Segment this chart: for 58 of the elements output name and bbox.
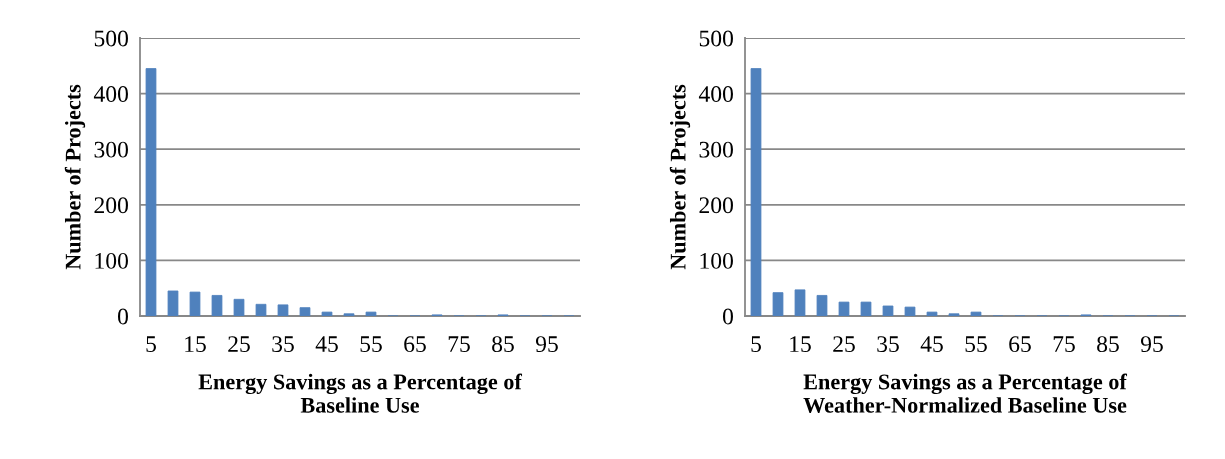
bar [816, 295, 828, 316]
bar [904, 306, 916, 316]
x-tick-label: 15 [185, 336, 206, 353]
y-tick-label: 0 [117, 308, 128, 325]
bar [970, 311, 982, 316]
bar [948, 313, 960, 316]
bar [882, 305, 894, 316]
bar [926, 311, 938, 316]
x-tick-label: 35 [272, 336, 294, 353]
x-tick-label: 55 [360, 336, 382, 353]
x-tick-label: 45 [920, 336, 943, 353]
y-tick-label: 200 [94, 197, 128, 214]
bar [145, 68, 157, 316]
y-tick-label: 0 [722, 308, 733, 325]
bar [189, 291, 201, 316]
x-tick-label: 65 [404, 336, 426, 353]
y-tick-label: 300 [699, 141, 733, 158]
x-tick-label: 15 [790, 336, 811, 353]
bar [233, 298, 245, 316]
bar [299, 307, 311, 316]
bar [277, 304, 289, 316]
x-tick-label: 5 [751, 336, 761, 353]
y-tick-label: 300 [94, 141, 128, 158]
bar [772, 292, 784, 316]
y-axis-title: Number of Projects [669, 84, 691, 270]
y-tick-label: 500 [94, 30, 128, 47]
x-tick-label: 85 [1097, 336, 1119, 353]
x-tick-label: 5 [146, 336, 156, 353]
bar [750, 68, 762, 316]
x-tick-label: 55 [965, 336, 987, 353]
y-axis-title: Number of Projects [64, 84, 86, 270]
x-tick-label: 95 [535, 336, 558, 353]
y-tick-label: 400 [93, 86, 128, 103]
bar [838, 301, 850, 316]
x-tick-label: 35 [877, 336, 899, 353]
x-tick-label: 25 [228, 336, 250, 353]
y-tick-label: 400 [698, 86, 733, 103]
bar [211, 295, 223, 316]
bar [255, 303, 267, 316]
bar [167, 290, 179, 316]
y-tick-label: 100 [95, 252, 128, 269]
y-tick-label: 500 [699, 30, 733, 47]
bar [343, 313, 355, 316]
x-tick-label: 75 [1053, 336, 1075, 353]
bar [321, 311, 333, 316]
x-axis-title: Energy Savings as a Percentage of Weather-Normalized Baseline Use [803, 373, 1128, 413]
x-tick-label: 95 [1140, 336, 1163, 353]
x-tick-label: 25 [833, 336, 855, 353]
x-tick-label: 65 [1009, 336, 1031, 353]
x-tick-label: 45 [315, 336, 338, 353]
x-tick-label: 85 [492, 336, 514, 353]
x-axis-title: Energy Savings as a Percentage of Baseline Use [198, 373, 523, 413]
y-tick-label: 200 [699, 197, 733, 214]
bar [365, 311, 377, 316]
x-tick-label: 75 [448, 336, 470, 353]
bar [794, 289, 806, 316]
bar [860, 301, 872, 316]
y-tick-label: 100 [700, 252, 733, 269]
